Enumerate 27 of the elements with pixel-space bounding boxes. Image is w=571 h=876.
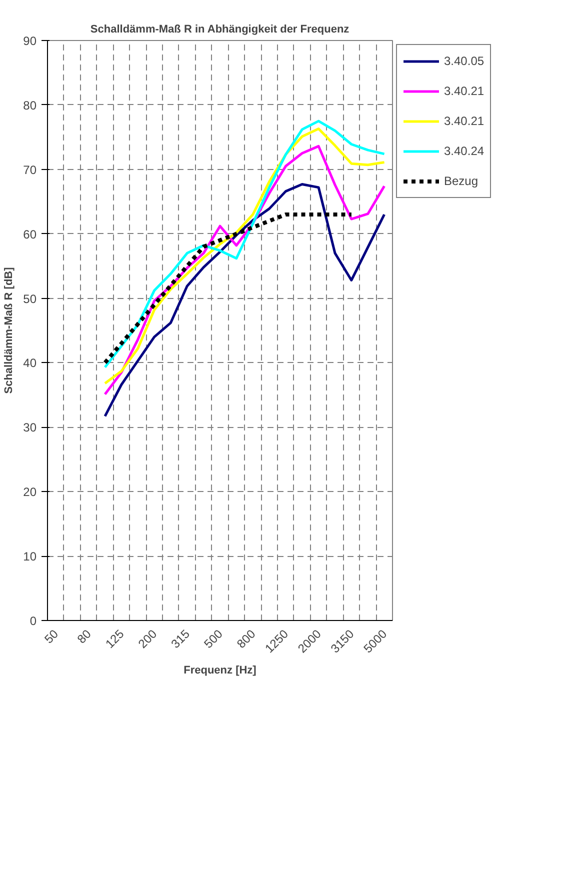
x-tick-label: 125 (102, 626, 127, 651)
y-axis-title: Schalldämm-Maß R [dB] (3, 266, 16, 394)
line-series (104, 182, 386, 418)
y-tick-label: 0 (30, 614, 37, 628)
y-tick-label: 20 (23, 485, 37, 500)
legend-label: Bezug (444, 174, 478, 188)
x-tick-label: 200 (136, 626, 160, 651)
y-tick-label: 70 (23, 162, 37, 177)
legend-label: 3.40.21 (444, 114, 484, 128)
x-tick-label: 80 (74, 626, 94, 646)
x-tick-label: 800 (234, 626, 258, 651)
x-tick-label: 50 (42, 626, 62, 646)
legend-label: 3.40.24 (444, 144, 484, 158)
x-tick-label: 500 (201, 626, 226, 651)
y-tick-label: 60 (23, 227, 37, 242)
x-axis-title: Frequenz [Hz] (184, 664, 257, 677)
legend-label: 3.40.05 (444, 54, 484, 68)
legend-label: 3.40.21 (444, 84, 484, 98)
y-tick-label: 90 (23, 34, 37, 48)
y-tick-label: 30 (23, 420, 37, 435)
x-tick-label: 315 (168, 626, 193, 651)
y-tick-label: 80 (23, 98, 37, 112)
y-tick-label: 50 (23, 292, 37, 306)
line-series (103, 212, 354, 365)
y-tick-label: 40 (23, 356, 37, 370)
chart-title: Schalldämm-Maß R in Abhängigkeit der Frequenz (90, 24, 350, 36)
y-tick-label: 10 (23, 550, 37, 564)
